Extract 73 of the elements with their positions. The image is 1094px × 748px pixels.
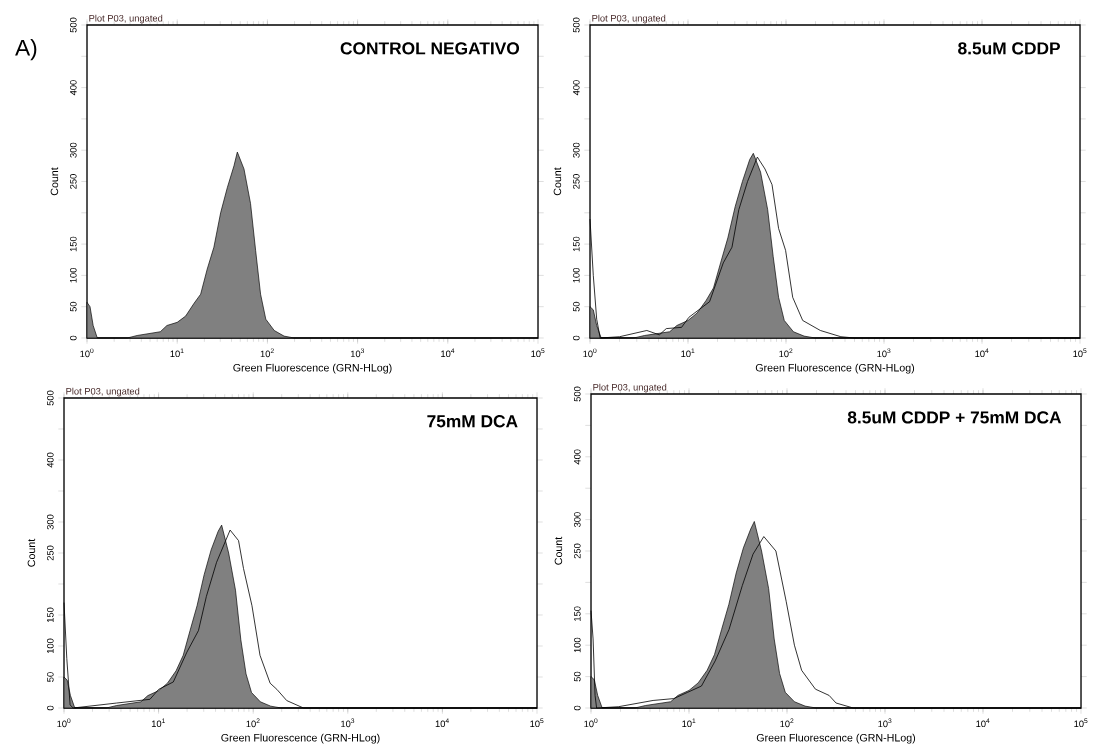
- y-tick-label: 150: [574, 606, 581, 621]
- x-tick-label: 10$^{5}$: [530, 718, 544, 728]
- y-tick-label: 150: [70, 236, 77, 252]
- y-tick-label: 150: [47, 607, 54, 623]
- y-tick-label: 100: [47, 638, 54, 654]
- x-axis-title: Green Fluorescence (GRN-HLog): [755, 363, 915, 374]
- y-tick-label: 100: [574, 637, 581, 653]
- y-tick-label: 50: [573, 301, 580, 312]
- y-tick-label: 400: [47, 452, 54, 468]
- text: CONTROL NEGATIVO: [340, 42, 520, 55]
- text: 75mM DCA: [427, 415, 518, 428]
- y-axis-title: Count: [27, 538, 36, 567]
- text: 8.5uM CDDP + 75mM DCA: [847, 411, 1062, 424]
- text: 8.5uM CDDP: [958, 42, 1060, 55]
- y-tick-label: 400: [70, 80, 77, 96]
- y-tick-label: 500: [70, 17, 77, 33]
- x-tick-label: 10$^{0}$: [80, 348, 94, 358]
- x-tick-label: 10$^{1}$: [681, 348, 695, 358]
- x-tick-label: 10$^{1}$: [170, 348, 184, 358]
- x-tick-label: 10$^{1}$: [682, 718, 696, 728]
- y-tick-label: 0: [47, 705, 54, 711]
- x-tick-label: 10$^{0}$: [583, 348, 597, 358]
- y-tick-label: 300: [573, 142, 580, 158]
- y-tick-label: 250: [47, 545, 54, 561]
- y-tick-label: 150: [573, 236, 580, 252]
- y-tick-label: 300: [70, 142, 77, 158]
- x-tick-label: 10$^{4}$: [435, 718, 449, 728]
- chart-subtitle: Plot P03, ungated: [592, 14, 666, 24]
- x-tick-label: 10$^{4}$: [975, 348, 989, 358]
- y-tick-label: 250: [70, 174, 77, 189]
- x-tick-label: 10$^{3}$: [341, 718, 355, 728]
- x-axis-title: Green Fluorescence (GRN-HLog): [221, 733, 380, 744]
- x-tick-label: 10$^{5}$: [1074, 718, 1088, 728]
- x-tick-label: 10$^{2}$: [780, 718, 794, 728]
- x-tick-label: 10$^{3}$: [878, 718, 892, 728]
- x-axis-title: Green Fluorescence (GRN-HLog): [233, 363, 392, 374]
- text: A): [15, 39, 37, 61]
- y-tick-label: 0: [70, 335, 77, 341]
- y-tick-label: 500: [573, 17, 580, 33]
- x-tick-label: 10$^{2}$: [260, 348, 274, 358]
- y-tick-label: 250: [573, 174, 580, 189]
- chart-subtitle: Plot P03, ungated: [593, 383, 667, 393]
- y-tick-label: 100: [573, 267, 580, 283]
- x-axis-title: Green Fluorescence (GRN-HLog): [756, 733, 916, 744]
- x-tick-label: 10$^{0}$: [584, 718, 598, 728]
- y-tick-label: 400: [573, 80, 580, 96]
- y-tick-label: 50: [574, 671, 581, 682]
- y-axis-title: Count: [554, 536, 563, 565]
- x-tick-label: 10$^{4}$: [441, 348, 455, 358]
- y-axis-title: Count: [50, 167, 59, 196]
- y-tick-label: 500: [574, 386, 581, 402]
- y-tick-label: 100: [70, 267, 77, 283]
- x-tick-label: 10$^{5}$: [1073, 348, 1087, 358]
- y-tick-label: 0: [573, 335, 580, 341]
- y-tick-label: 50: [47, 672, 54, 682]
- y-tick-label: 500: [47, 390, 54, 406]
- y-tick-label: 300: [574, 512, 581, 528]
- x-tick-label: 10$^{0}$: [57, 718, 71, 728]
- y-tick-label: 400: [574, 449, 581, 465]
- y-tick-label: 0: [574, 705, 581, 711]
- chart-subtitle: Plot P03, ungated: [66, 387, 140, 397]
- x-tick-label: 10$^{3}$: [877, 348, 891, 358]
- x-tick-label: 10$^{4}$: [976, 718, 990, 728]
- x-tick-label: 10$^{5}$: [531, 348, 545, 358]
- y-tick-label: 50: [70, 301, 77, 312]
- x-tick-label: 10$^{2}$: [779, 348, 793, 358]
- y-axis-title: Count: [553, 167, 562, 196]
- chart-subtitle: Plot P03, ungated: [89, 14, 163, 24]
- y-tick-label: 300: [47, 514, 54, 530]
- x-tick-label: 10$^{1}$: [151, 718, 165, 728]
- y-tick-label: 250: [574, 543, 581, 559]
- x-tick-label: 10$^{3}$: [350, 348, 365, 358]
- x-tick-label: 10$^{2}$: [246, 718, 260, 728]
